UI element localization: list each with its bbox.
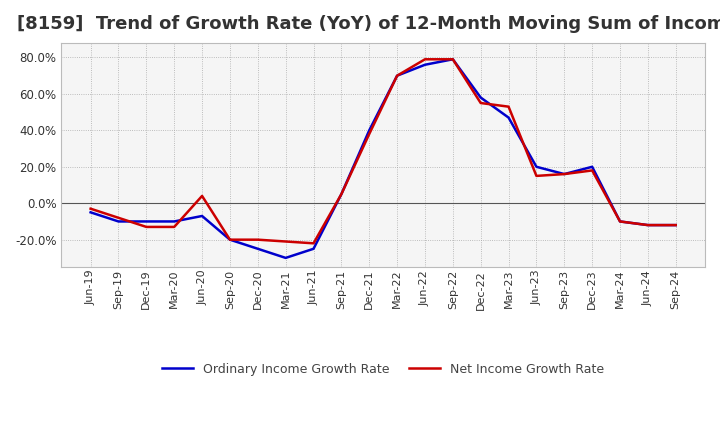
Net Income Growth Rate [337,191,346,197]
Ordinary Income Growth Rate [672,223,680,228]
Ordinary Income Growth Rate [588,164,596,169]
Line: Ordinary Income Growth Rate: Ordinary Income Growth Rate [91,59,676,258]
Net Income Growth Rate [393,73,402,78]
Ordinary Income Growth Rate [644,223,652,228]
Title: [8159]  Trend of Growth Rate (YoY) of 12-Month Moving Sum of Incomes: [8159] Trend of Growth Rate (YoY) of 12-… [17,15,720,33]
Net Income Growth Rate [309,241,318,246]
Net Income Growth Rate [532,173,541,179]
Net Income Growth Rate [560,172,569,177]
Net Income Growth Rate [365,132,374,137]
Ordinary Income Growth Rate [282,255,290,260]
Line: Net Income Growth Rate: Net Income Growth Rate [91,59,676,243]
Ordinary Income Growth Rate [142,219,150,224]
Ordinary Income Growth Rate [309,246,318,251]
Legend: Ordinary Income Growth Rate, Net Income Growth Rate: Ordinary Income Growth Rate, Net Income … [157,359,609,381]
Net Income Growth Rate [86,206,95,211]
Net Income Growth Rate [588,168,596,173]
Net Income Growth Rate [225,237,234,242]
Ordinary Income Growth Rate [253,246,262,251]
Net Income Growth Rate [449,57,457,62]
Ordinary Income Growth Rate [337,191,346,197]
Ordinary Income Growth Rate [420,62,429,67]
Ordinary Income Growth Rate [225,237,234,242]
Net Income Growth Rate [170,224,179,230]
Ordinary Income Growth Rate [198,213,207,219]
Ordinary Income Growth Rate [170,219,179,224]
Ordinary Income Growth Rate [365,128,374,133]
Net Income Growth Rate [253,237,262,242]
Ordinary Income Growth Rate [532,164,541,169]
Ordinary Income Growth Rate [114,219,123,224]
Ordinary Income Growth Rate [560,172,569,177]
Net Income Growth Rate [644,223,652,228]
Net Income Growth Rate [672,223,680,228]
Net Income Growth Rate [420,57,429,62]
Ordinary Income Growth Rate [86,210,95,215]
Ordinary Income Growth Rate [449,57,457,62]
Net Income Growth Rate [198,193,207,198]
Ordinary Income Growth Rate [616,219,624,224]
Net Income Growth Rate [477,100,485,106]
Net Income Growth Rate [504,104,513,109]
Net Income Growth Rate [282,239,290,244]
Ordinary Income Growth Rate [477,95,485,100]
Net Income Growth Rate [616,219,624,224]
Net Income Growth Rate [142,224,150,230]
Ordinary Income Growth Rate [504,115,513,120]
Net Income Growth Rate [114,215,123,220]
Ordinary Income Growth Rate [393,73,402,78]
